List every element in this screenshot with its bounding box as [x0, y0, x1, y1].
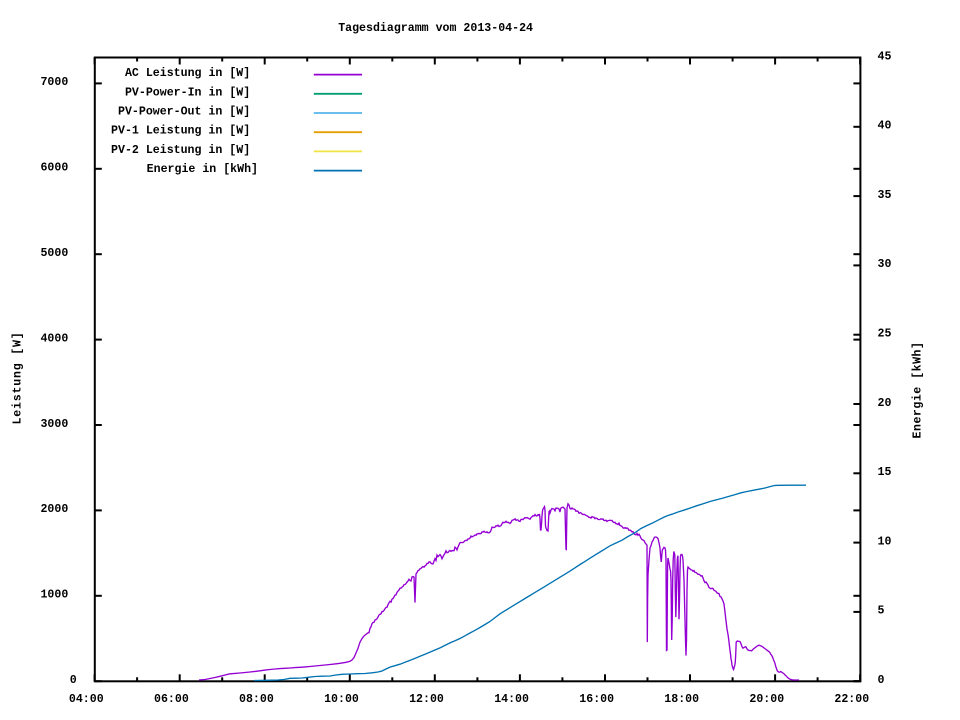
svg-text:Leistung [W]: Leistung [W] [12, 331, 25, 424]
svg-text:5: 5 [878, 605, 885, 618]
svg-text:14:00: 14:00 [494, 693, 529, 706]
svg-text:15: 15 [878, 466, 892, 479]
svg-text:40: 40 [878, 120, 892, 133]
svg-text:2000: 2000 [40, 503, 68, 516]
svg-text:45: 45 [878, 50, 892, 63]
svg-text:35: 35 [878, 189, 892, 202]
svg-text:Tagesdiagramm vom 2013-04-24: Tagesdiagramm vom 2013-04-24 [338, 22, 533, 35]
svg-text:25: 25 [878, 328, 892, 341]
svg-text:06:00: 06:00 [154, 693, 189, 706]
svg-text:7000: 7000 [40, 76, 68, 89]
svg-text:Energie [kWh]: Energie [kWh] [912, 342, 925, 439]
svg-text:22:00: 22:00 [834, 693, 869, 706]
svg-text:5000: 5000 [40, 247, 68, 260]
svg-text:3000: 3000 [40, 418, 68, 431]
svg-text:04:00: 04:00 [69, 693, 104, 706]
svg-text:1000: 1000 [40, 589, 68, 602]
svg-text:30: 30 [878, 258, 892, 271]
svg-text:20:00: 20:00 [749, 693, 784, 706]
svg-text:16:00: 16:00 [579, 693, 614, 706]
svg-text:10:00: 10:00 [324, 693, 359, 706]
svg-text:6000: 6000 [40, 162, 68, 175]
svg-text:08:00: 08:00 [239, 693, 274, 706]
svg-text:18:00: 18:00 [664, 693, 699, 706]
svg-text:PV-1 Leistung in [W]: PV-1 Leistung in [W] [111, 125, 250, 138]
svg-text:PV-Power-In in [W]: PV-Power-In in [W] [125, 86, 250, 99]
svg-text:PV-Power-Out in [W]: PV-Power-Out in [W] [118, 106, 250, 119]
svg-text:12:00: 12:00 [409, 693, 444, 706]
svg-text:4000: 4000 [40, 332, 68, 345]
svg-text:0: 0 [70, 674, 77, 687]
svg-text:10: 10 [878, 535, 892, 548]
svg-text:PV-2 Leistung in [W]: PV-2 Leistung in [W] [111, 144, 250, 157]
svg-text:0: 0 [878, 674, 885, 687]
svg-text:20: 20 [878, 397, 892, 410]
svg-text:Energie in [kWh]: Energie in [kWh] [147, 163, 258, 176]
svg-text:AC Leistung in [W]: AC Leistung in [W] [125, 67, 250, 80]
